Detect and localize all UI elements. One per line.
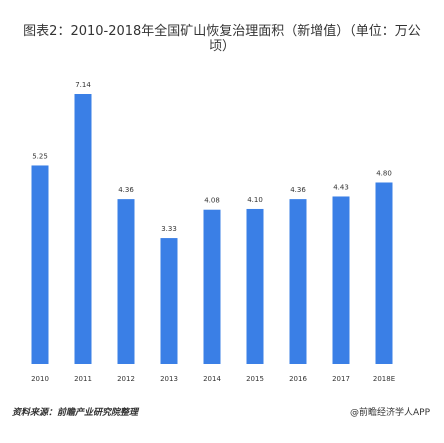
x-tick-2011: 2011 [74,375,92,383]
value-label-2018E: 4.80 [376,169,392,177]
source-note: 资料来源：前瞻产业研究院整理 [12,408,139,418]
x-tick-2012: 2012 [117,375,135,383]
value-label-2011: 7.14 [75,81,91,89]
x-tick-2015: 2015 [246,375,264,383]
brand-credit: @前瞻经济学人APP [349,408,430,418]
x-tick-2018E: 2018E [373,375,395,383]
bar-2013 [160,238,178,364]
bar-2018E [375,182,393,364]
x-tick-2017: 2017 [332,375,350,383]
bar-2015 [246,208,264,364]
bars-group [31,94,393,364]
value-label-2017: 4.43 [333,183,349,191]
bar-2016 [289,199,307,364]
bar-2017 [332,196,350,364]
chart-title: 图表2：2010-2018年全国矿山恢复治理面积（新增值）（单位：万公顷） [23,24,421,54]
x-tick-2016: 2016 [289,375,307,383]
x-tick-2014: 2014 [203,375,221,383]
value-labels-group: 5.25 7.14 4.36 3.33 4.08 4.10 4.36 4.43 4.80 [32,81,392,233]
x-tick-2010: 2010 [31,375,49,383]
bar-2014 [203,209,221,364]
bar-2011 [74,94,92,364]
x-tick-labels-group: 2010 2011 2012 2013 2014 2015 2016 2017 2018E [31,375,395,383]
x-tick-2013: 2013 [160,375,178,383]
value-label-2010: 5.25 [32,152,48,160]
value-label-2015: 4.10 [247,196,263,204]
bar-2010 [31,165,49,364]
value-label-2016: 4.36 [290,186,306,194]
value-label-2013: 3.33 [161,225,177,233]
value-label-2012: 4.36 [118,186,134,194]
bar-2012 [117,199,135,364]
value-label-2014: 4.08 [204,197,220,205]
